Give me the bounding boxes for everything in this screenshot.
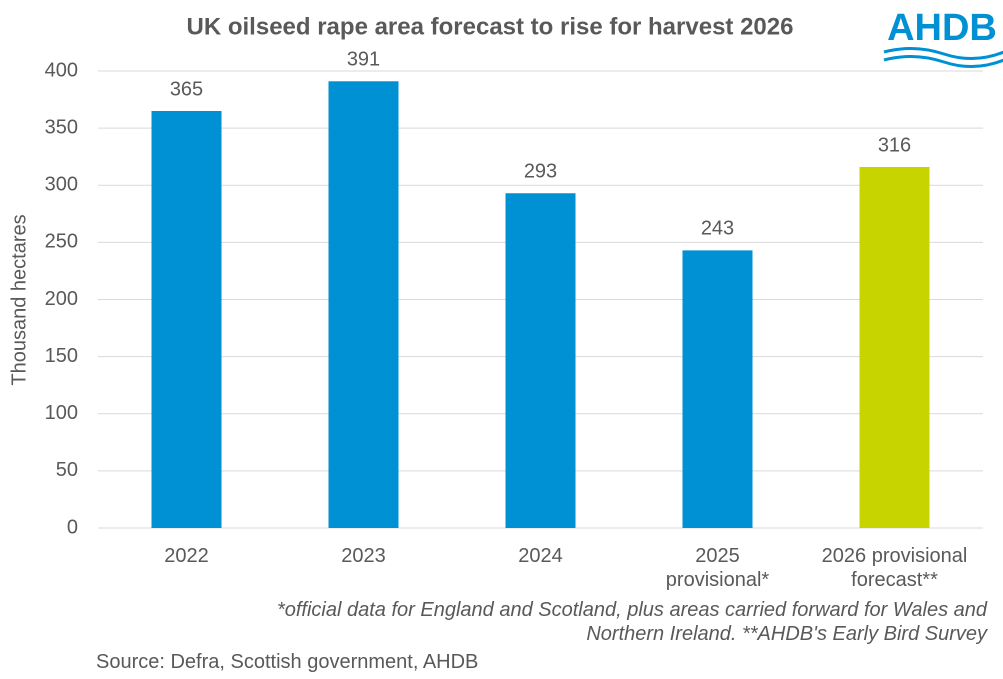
chart-title: UK oilseed rape area forecast to rise fo… (187, 13, 794, 40)
x-tick-label: 2025 provisional* (665, 545, 770, 591)
y-tick-label: 200 (45, 288, 78, 310)
y-tick-label: 400 (45, 59, 78, 81)
source: Source: Defra, Scottish government, AHDB (96, 651, 479, 673)
logo: AHDB (887, 7, 997, 49)
y-tick-label: 250 (45, 231, 78, 253)
y-tick-label: 150 (45, 345, 78, 367)
value-label: 243 (701, 218, 734, 240)
bar (859, 166, 930, 528)
value-label: 293 (524, 161, 557, 183)
bar (505, 193, 576, 528)
y-axis-title: Thousand hectares (8, 214, 30, 385)
logo-waves (883, 47, 1003, 68)
footnote: *official data for England and Scotland,… (276, 599, 987, 645)
y-tick-label: 0 (67, 516, 78, 538)
x-tick-label: 2023 (341, 545, 386, 567)
value-label: 391 (347, 49, 380, 71)
value-label: 316 (878, 134, 911, 156)
y-tick-label: 50 (56, 459, 78, 481)
y-tick-label: 100 (45, 402, 78, 424)
bar (682, 250, 753, 528)
bar (328, 81, 399, 528)
value-label: 365 (170, 78, 203, 100)
x-tick-label: 2026 provisional forecast** (821, 545, 968, 591)
y-tick-label: 300 (45, 174, 78, 196)
x-tick-label: 2022 (164, 545, 209, 567)
x-tick-label: 2024 (518, 545, 563, 567)
bar (151, 110, 222, 529)
y-tick-label: 350 (45, 116, 78, 138)
